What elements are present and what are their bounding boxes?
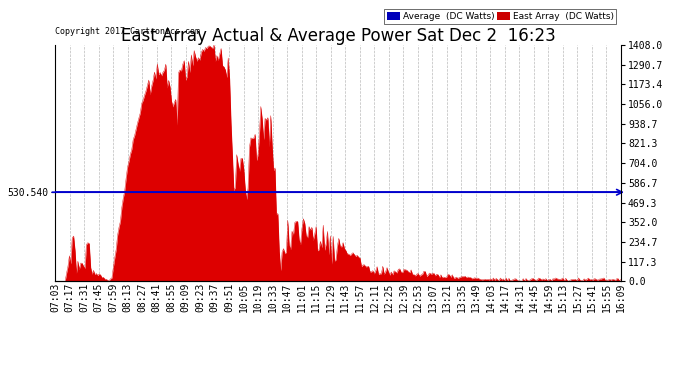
Title: East Array Actual & Average Power Sat Dec 2  16:23: East Array Actual & Average Power Sat De… [121,27,555,45]
Legend: Average  (DC Watts), East Array  (DC Watts): Average (DC Watts), East Array (DC Watts… [384,9,616,24]
Text: Copyright 2017 Cartronics.com: Copyright 2017 Cartronics.com [55,27,200,36]
